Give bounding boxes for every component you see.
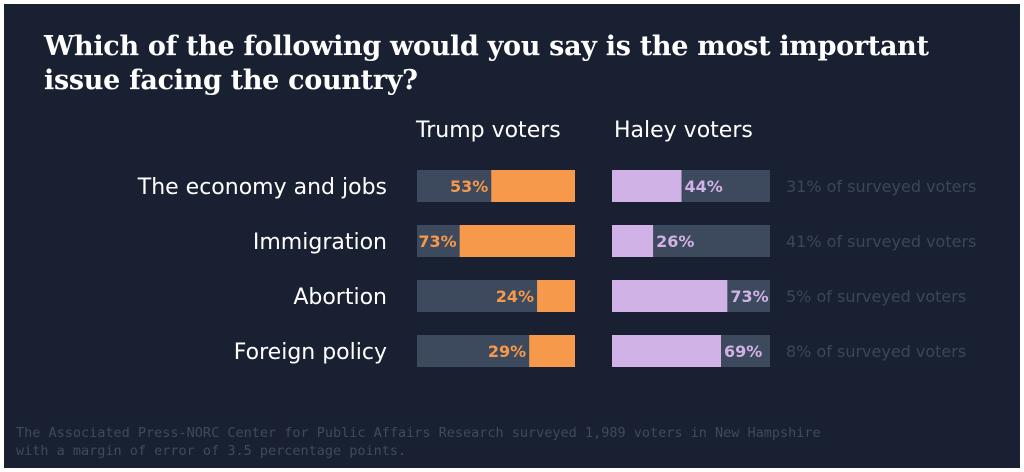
bar-chart: The economy and jobs 53% 44% 31% of surveye… (137, 170, 976, 367)
trump-bar (491, 170, 575, 202)
haley-voters-header: Haley voters (614, 118, 753, 143)
trump-voters-header: Trump voters (416, 118, 561, 143)
share-of-surveyed-label: 8% of surveyed voters (786, 342, 966, 361)
trump-value-label: 29% (488, 342, 526, 361)
trump-value-label: 73% (418, 232, 456, 251)
category-label: Abortion (293, 285, 387, 310)
category-label: Immigration (253, 230, 387, 255)
trump-value-label: 24% (496, 287, 534, 306)
source-footnote: The Associated Press-NORC Center for Pub… (16, 425, 821, 459)
share-of-surveyed-label: 31% of surveyed voters (786, 177, 976, 196)
trump-bar (537, 280, 575, 312)
trump-value-label: 53% (450, 177, 488, 196)
haley-bar (612, 335, 722, 367)
haley-bar (612, 225, 654, 257)
category-label: Foreign policy (234, 340, 387, 365)
share-of-surveyed-label: 5% of surveyed voters (786, 287, 966, 306)
trump-bar (529, 335, 575, 367)
category-label: The economy and jobs (137, 175, 387, 200)
haley-bar (612, 280, 728, 312)
haley-value-label: 26% (656, 232, 694, 251)
haley-value-label: 73% (730, 287, 768, 306)
haley-value-label: 44% (685, 177, 723, 196)
haley-bar (612, 170, 682, 202)
chart-title: Which of the following would you say is … (44, 31, 929, 96)
haley-value-label: 69% (724, 342, 762, 361)
share-of-surveyed-label: 41% of surveyed voters (786, 232, 976, 251)
trump-bar (459, 225, 575, 257)
